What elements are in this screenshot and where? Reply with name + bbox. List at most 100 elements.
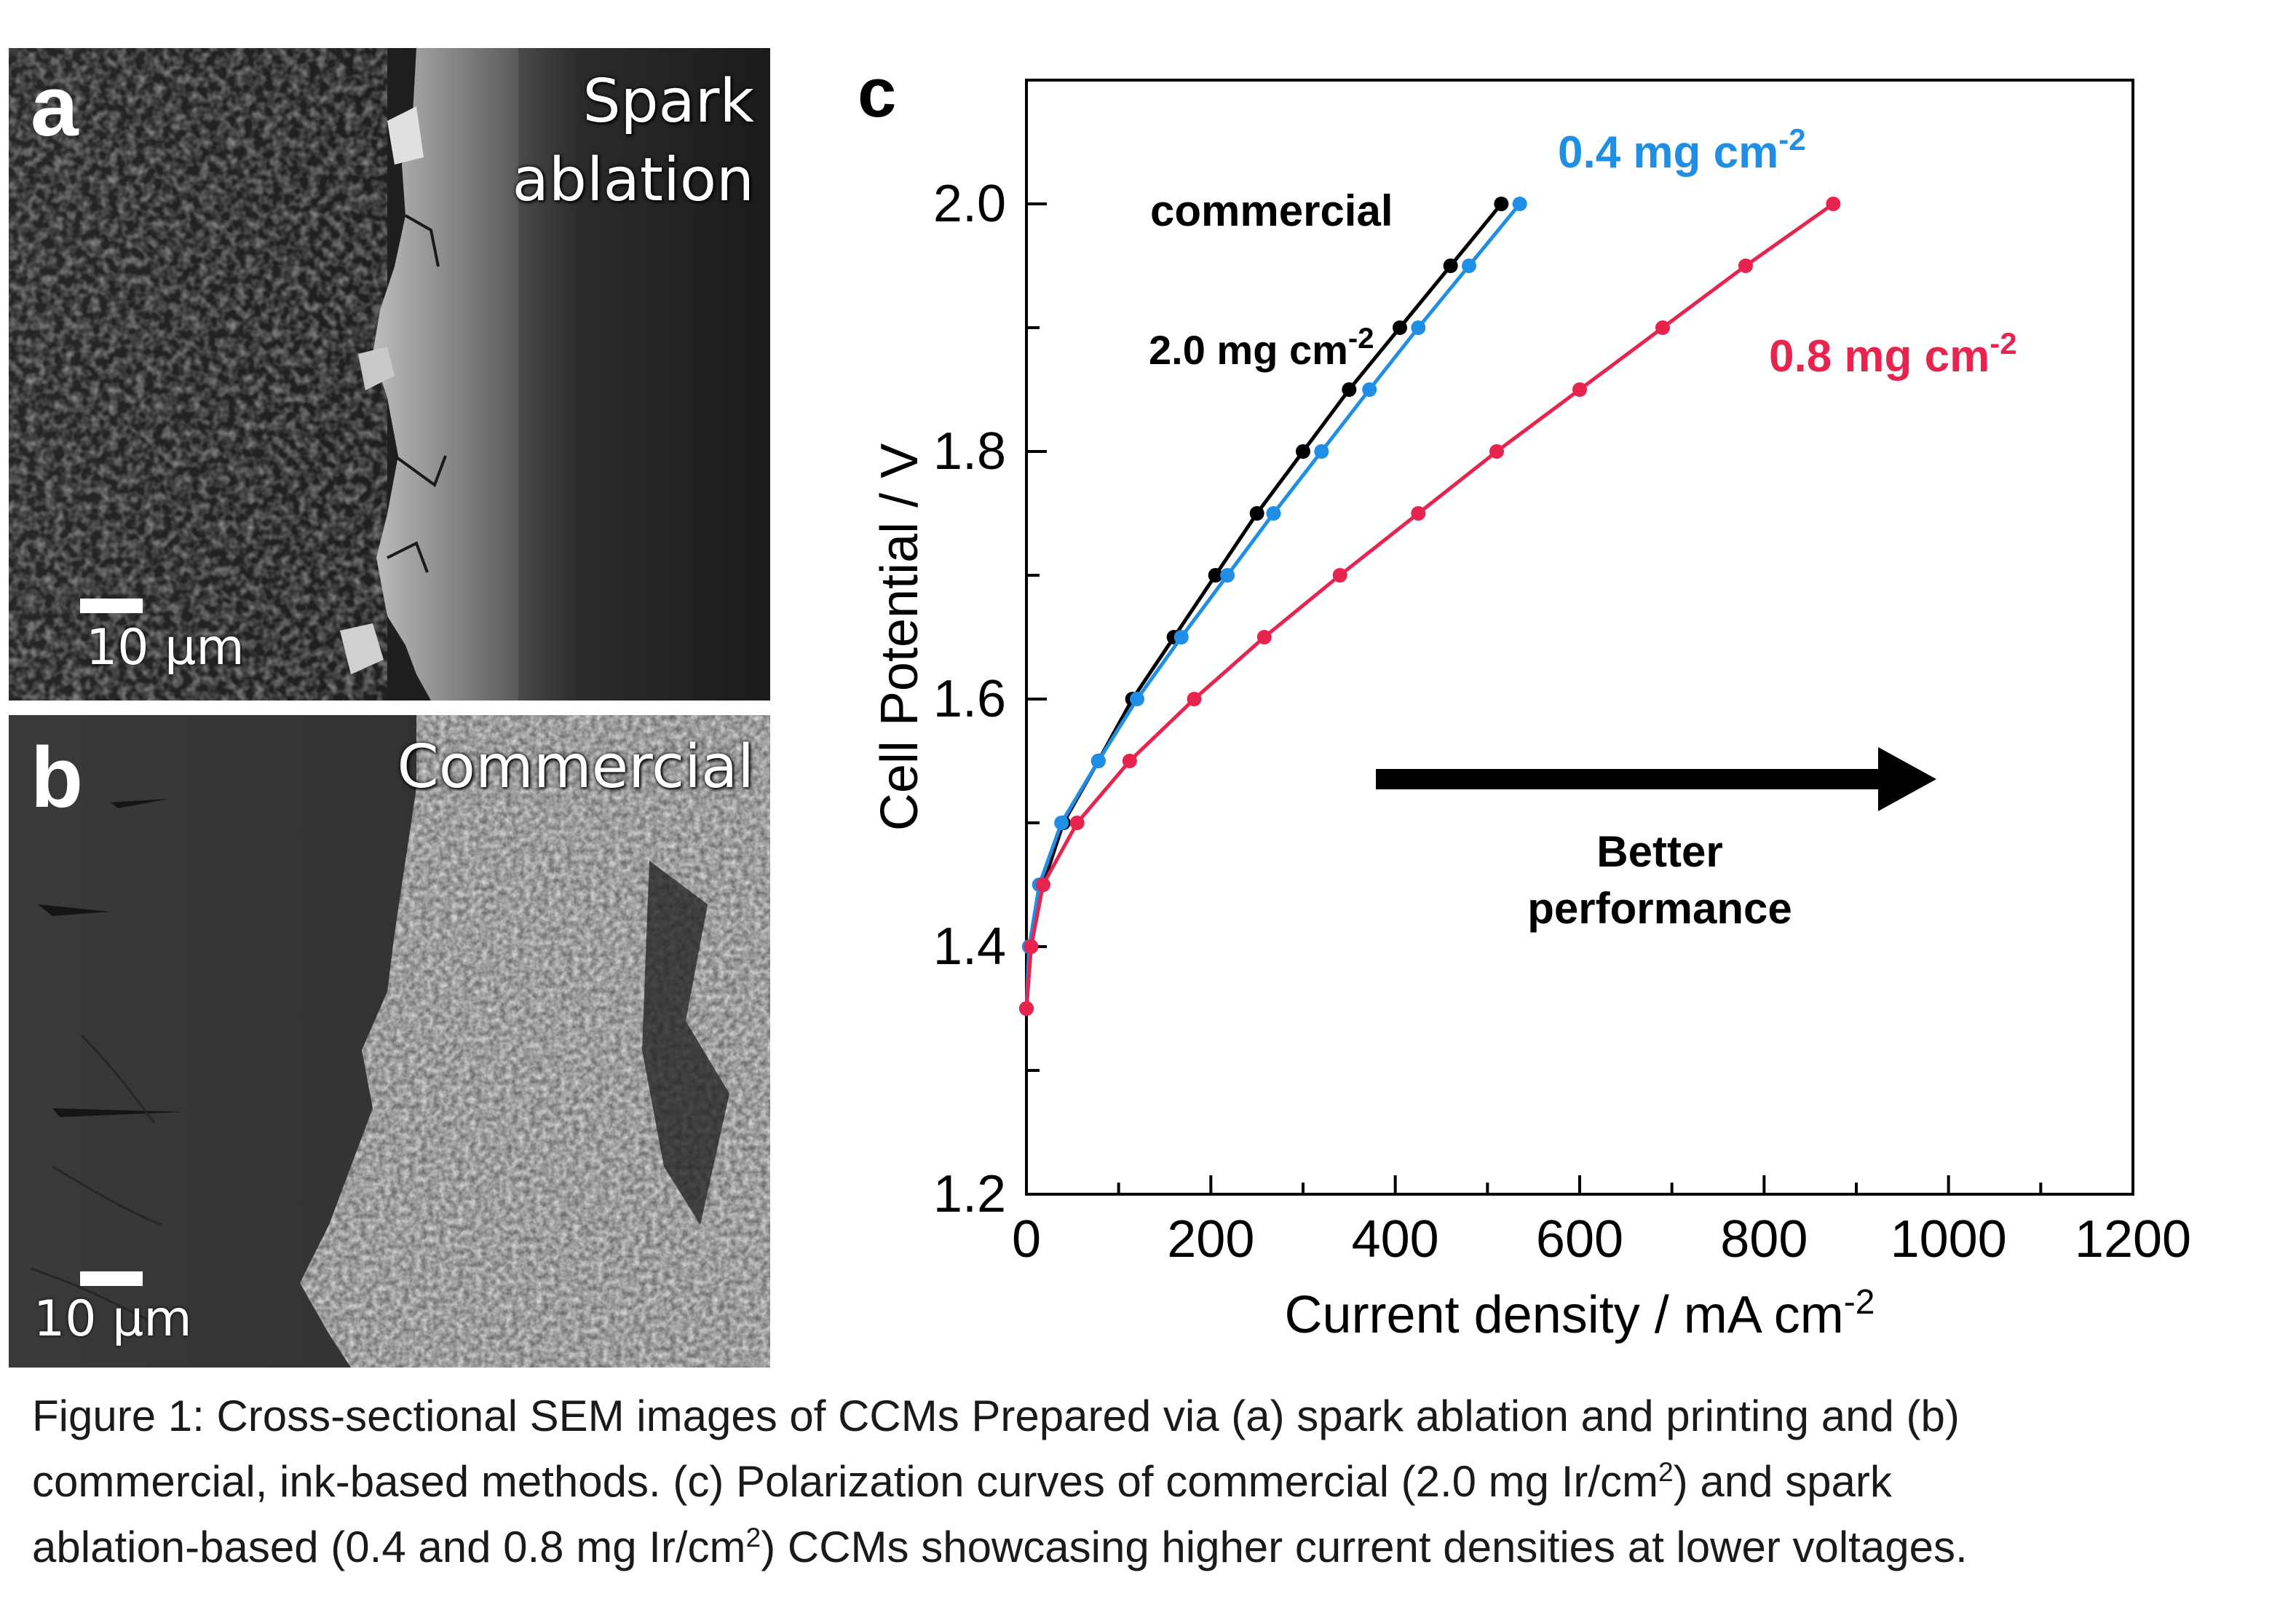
label-blue: 0.4 mg cm-2 (1558, 122, 1806, 178)
data-point (1411, 320, 1426, 335)
caption-line-1-text: Figure 1: Cross-sectional SEM images of … (32, 1392, 1960, 1440)
data-point (1443, 259, 1458, 273)
data-point (1069, 816, 1085, 830)
data-point (1826, 197, 1841, 211)
plot-frame (1025, 79, 2134, 1196)
data-point (1054, 816, 1069, 830)
y-tick-label: 1.8 (933, 422, 1006, 481)
arrow-head (1878, 747, 1936, 811)
x-axis-label-sup: -2 (1844, 1283, 1875, 1322)
caption-line-1: Figure 1: Cross-sectional SEM images of … (32, 1384, 2274, 1449)
data-point (1122, 754, 1137, 768)
data-point (1489, 444, 1504, 459)
caption-line-2-text-a: commercial, ink-based methods. (c) Polar… (32, 1457, 1659, 1506)
data-point (1187, 692, 1202, 706)
caption-line-3-text-b: ) CCMs showcasing higher current densiti… (761, 1523, 1968, 1571)
y-tick-label: 1.6 (933, 670, 1006, 728)
series-1 (1019, 197, 1527, 1016)
data-point (1314, 444, 1329, 459)
data-point (1655, 320, 1670, 335)
series-line (1024, 202, 1503, 1009)
series-line (1024, 202, 1521, 1009)
arrow-shaft (1376, 769, 1885, 789)
data-point (1019, 1001, 1034, 1016)
label-commercial-loading: 2.0 mg cm-2 (1149, 323, 1374, 373)
x-tick-label: 0 (1012, 1210, 1041, 1268)
caption-line-2: commercial, ink-based methods. (c) Polar… (32, 1449, 2274, 1515)
y-axis-label: Cell Potential / V (871, 443, 929, 831)
panel-b-title: Commercial (397, 733, 754, 802)
panel-c-letter: c (858, 54, 896, 132)
arrow-label-line2: performance (1527, 884, 1792, 933)
data-point (1296, 444, 1310, 459)
x-tick-label: 1200 (2075, 1210, 2191, 1268)
panel-a-title-line1: Spark (582, 67, 754, 136)
sem-image-spark-ablation (9, 48, 770, 701)
label-commercial-loading-sup: -2 (1348, 323, 1374, 355)
data-point (1090, 754, 1106, 768)
panel-a-scale-label: 10 µm (86, 619, 245, 676)
x-tick-label: 600 (1536, 1210, 1623, 1268)
x-tick-label: 800 (1720, 1210, 1808, 1268)
data-point (1362, 382, 1377, 397)
chart-axes: 0 200 400 600 800 1000 1200 1.2 1.4 1.6 1.8 2.0 Curr… (871, 79, 2191, 1344)
polarization-chart-svg: c 0 200 400 600 800 1000 1200 1.2 1.4 1.6 1.8 2.0 Cu… (858, 54, 2191, 1344)
series-line (1024, 202, 1834, 1009)
panel-b-letter: b (31, 730, 84, 826)
x-tick-label: 1000 (1891, 1210, 2007, 1268)
x-tick-label: 200 (1167, 1210, 1254, 1268)
x-tick-label: 400 (1352, 1210, 1439, 1268)
label-red: 0.8 mg cm-2 (1769, 326, 2017, 382)
sem-image-panel-a: a Spark ablation 10 µm (9, 48, 770, 701)
data-point (1332, 568, 1347, 583)
panel-a-letter: a (31, 58, 79, 154)
series-0 (1019, 197, 1509, 1016)
data-point (1494, 197, 1509, 211)
caption-line-2-text-b: ) and spark (1673, 1457, 1892, 1506)
data-point (1035, 877, 1050, 892)
data-point (1024, 939, 1039, 954)
data-point (1173, 630, 1189, 644)
y-tick-label: 1.2 (933, 1165, 1006, 1223)
panel-a-scale-bar (80, 599, 143, 613)
label-commercial-loading-text: 2.0 mg cm (1149, 327, 1348, 373)
data-point (1512, 197, 1527, 211)
label-commercial: commercial (1150, 186, 1393, 235)
data-point (1393, 320, 1407, 335)
x-axis-label-text: Current density / mA cm (1285, 1286, 1844, 1344)
data-point (1411, 506, 1426, 521)
data-point (1572, 382, 1587, 397)
data-point (1738, 259, 1753, 273)
data-point (1462, 259, 1476, 273)
data-point (1342, 382, 1357, 397)
data-point (1130, 692, 1144, 706)
label-red-sup: -2 (1990, 326, 2016, 360)
polarization-chart: c 0 200 400 600 800 1000 1200 1.2 1.4 1.6 1.8 2.0 Cu… (830, 44, 2271, 1354)
caption-line-3-text-a: ablation-based (0.4 and 0.8 mg Ir/cm (32, 1523, 746, 1571)
figure-caption: Figure 1: Cross-sectional SEM images of … (32, 1384, 2274, 1580)
x-axis-label: Current density / mA cm-2 (1285, 1283, 1875, 1344)
data-point (1256, 630, 1272, 644)
caption-line-2-sup: 2 (1658, 1456, 1674, 1487)
caption-line-3: ablation-based (0.4 and 0.8 mg Ir/cm2) C… (32, 1515, 2274, 1580)
y-tick-label: 2.0 (933, 175, 1006, 233)
panel-a-title-line2: ablation (512, 146, 754, 215)
series-2 (1019, 197, 1841, 1016)
panel-b-scale-bar (80, 1271, 143, 1286)
data-point (1249, 506, 1264, 521)
sem-image-commercial (9, 715, 770, 1368)
chart-series (1019, 197, 1841, 1016)
data-point (1266, 506, 1281, 521)
arrow-label-line1: Better (1596, 827, 1722, 876)
label-red-text: 0.8 mg cm (1769, 331, 1990, 382)
label-blue-text: 0.4 mg cm (1558, 127, 1778, 178)
data-point (1208, 568, 1223, 583)
data-point (1220, 568, 1235, 583)
label-blue-sup: -2 (1778, 122, 1805, 157)
y-tick-label: 1.4 (933, 918, 1006, 976)
sem-image-panel-b: b Commercial 10 µm (9, 715, 770, 1368)
panel-a-title: Spark ablation (512, 63, 754, 220)
panel-b-scale-label: 10 µm (33, 1290, 192, 1348)
caption-line-3-sup: 2 (745, 1522, 761, 1552)
